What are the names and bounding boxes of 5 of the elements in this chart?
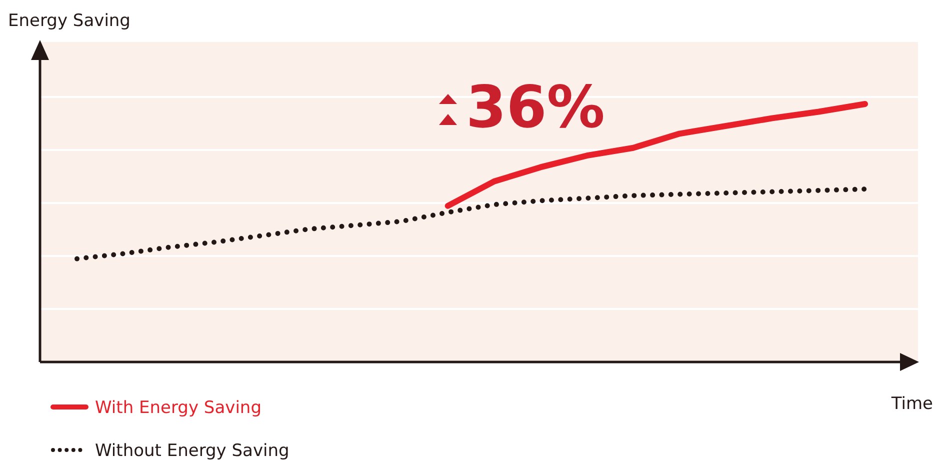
- y-axis-title: Energy Saving: [8, 11, 130, 31]
- legend-label: With Energy Saving: [95, 398, 262, 418]
- legend-label: Without Energy Saving: [95, 441, 290, 461]
- annotation: 36%: [466, 73, 605, 141]
- x-axis-title: Time: [890, 394, 933, 414]
